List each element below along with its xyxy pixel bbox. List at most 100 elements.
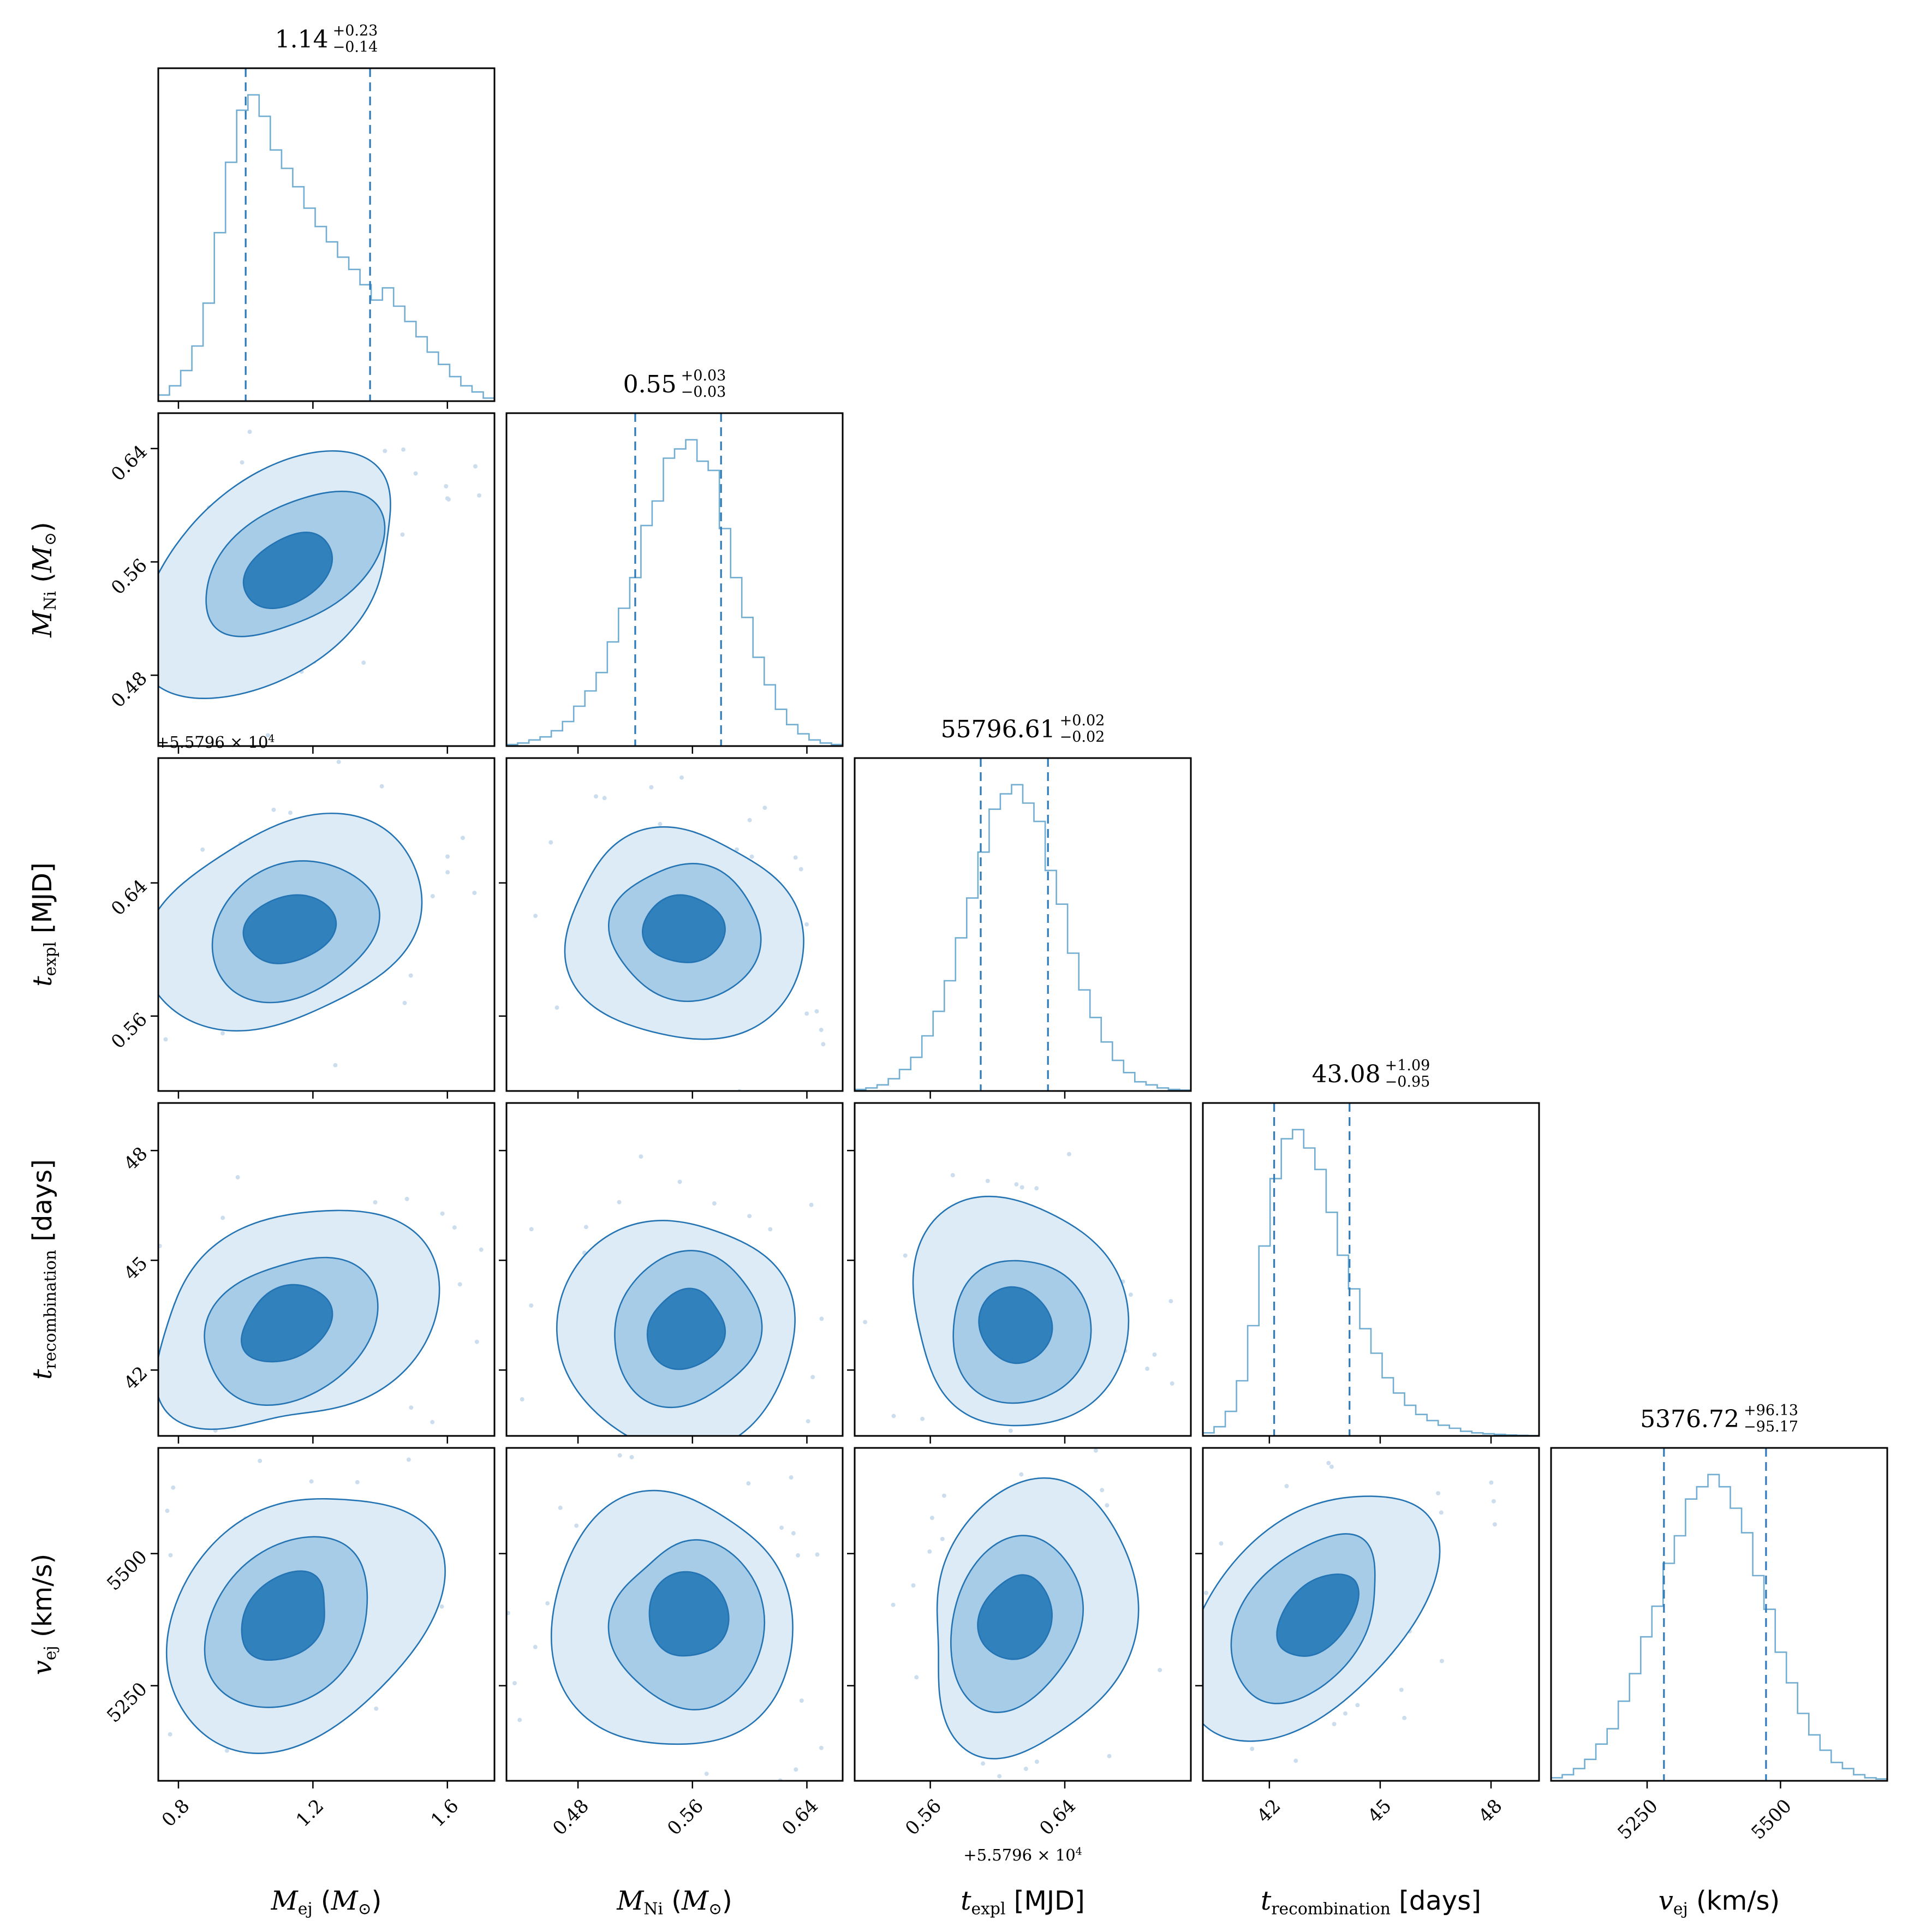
label-part-0: M	[271, 1886, 298, 1916]
panel-border	[157, 1447, 496, 1782]
scatter-point	[409, 1405, 414, 1410]
scatter-point	[768, 1227, 773, 1232]
offset-prefix: +5.5796 × 10	[156, 733, 269, 752]
contour-level-3	[241, 1284, 333, 1363]
panel-title-t_recombination: 43.08 +1.09 −0.95	[1203, 1050, 1539, 1099]
label-part-1: recombination	[41, 1250, 61, 1369]
title-errors: +0.02 −0.02	[1060, 713, 1105, 746]
scatter-point	[941, 1493, 946, 1498]
title-errors: +0.23 −0.14	[333, 23, 378, 56]
x-tick-label-M_ej-1: 1.2	[292, 1795, 329, 1832]
scatter-point	[819, 1745, 824, 1750]
label-part-0: M	[27, 610, 58, 637]
scatter-point	[265, 733, 270, 738]
scatter-point	[1402, 1715, 1407, 1720]
scatter-point	[679, 775, 684, 780]
label-part-2: [MJD]	[27, 862, 58, 942]
scatter-point	[408, 973, 413, 978]
label-part-1: expl	[971, 1899, 1006, 1919]
label-part-5: )	[371, 1886, 382, 1916]
scatter-point	[109, 660, 114, 665]
scatter-point	[400, 532, 405, 537]
panel-content	[158, 68, 494, 401]
panel-content	[506, 413, 843, 746]
hist-panel-M_ej	[157, 67, 496, 409]
label-part-3: M	[681, 1886, 709, 1916]
panel-border	[1202, 1102, 1540, 1437]
panel-border	[1550, 1447, 1888, 1782]
scatter-point	[1034, 1760, 1039, 1764]
scatter-point	[457, 1282, 462, 1287]
scatter-point	[479, 1247, 484, 1252]
x-tick-label-t_recombination-2: 48	[1474, 1795, 1507, 1827]
histogram-path	[158, 94, 494, 401]
x-tick-label-M_Ni-2: 0.64	[777, 1795, 822, 1840]
scatter-point	[1023, 1767, 1028, 1771]
y-axis-label-t_recombination: trecombination [days]	[27, 1159, 60, 1380]
histogram-path	[506, 439, 843, 746]
scatter-point	[1019, 1472, 1024, 1477]
panel-title-v_ej: 5376.72 +96.13 −95.17	[1551, 1394, 1887, 1444]
scatter-point	[658, 821, 663, 826]
scatter-point	[796, 1553, 801, 1558]
scatter-point	[100, 971, 104, 976]
panel-border	[505, 412, 844, 747]
x-axis-label-t_recombination: trecombination [days]	[1203, 1886, 1539, 1918]
title-errors: +1.09 −0.95	[1385, 1058, 1430, 1090]
panel-content	[1203, 1460, 1497, 1763]
scatter-point	[746, 1481, 751, 1486]
label-part-1: ej	[1673, 1899, 1688, 1919]
scatter-point	[929, 1516, 934, 1520]
label-part-5: )	[27, 522, 58, 532]
scatter-point	[1293, 1758, 1298, 1763]
title-value: 1.14	[275, 25, 329, 53]
scatter-point	[985, 1178, 990, 1183]
scatter-point	[220, 1031, 225, 1036]
scatter-point	[533, 914, 538, 919]
label-part-3: M	[27, 545, 58, 573]
scatter-point	[914, 1675, 919, 1680]
panel-border	[505, 1447, 844, 1782]
scatter-point	[163, 1037, 168, 1042]
scatter-point	[446, 497, 451, 502]
panel-title-M_ej: 1.14 +0.23 −0.14	[158, 15, 494, 64]
contour-level-3	[978, 1286, 1053, 1364]
panel-title-M_Ni: 0.55 +0.03 −0.03	[506, 360, 843, 409]
scatter-point	[220, 1215, 225, 1220]
scatter-point	[793, 855, 798, 860]
label-part-1: ej	[41, 1645, 61, 1661]
scatter-point	[1492, 1522, 1497, 1527]
scatter-point	[379, 784, 384, 789]
panel-content	[533, 775, 843, 1091]
panel-border	[157, 67, 496, 402]
scatter-point	[140, 1330, 145, 1334]
label-part-2: (km/s)	[27, 1553, 58, 1646]
scatter-point	[1008, 1428, 1013, 1433]
panel-content	[891, 1448, 1162, 1779]
scatter-point	[617, 1200, 622, 1204]
contour-panel-t_recombination-vs-M_ej	[140, 1102, 496, 1444]
scatter-point	[1066, 1152, 1071, 1156]
y-axis-label-M_Ni: MNi (M⊙)	[27, 522, 60, 637]
contour-level-3	[241, 1570, 325, 1661]
label-part-4: ⊙	[708, 1899, 723, 1919]
x-tick-label-M_ej-0: 0.8	[157, 1795, 194, 1832]
scatter-point	[1034, 1186, 1039, 1191]
scatter-point	[1343, 1711, 1347, 1716]
title-plus: +0.03	[681, 367, 726, 384]
scatter-point	[361, 660, 366, 665]
hist-panel-M_Ni	[505, 412, 844, 754]
scatter-point	[445, 854, 450, 859]
scatter-point	[445, 870, 450, 875]
scatter-point	[762, 806, 767, 810]
scatter-point	[863, 1320, 868, 1325]
contour-level-3	[242, 532, 333, 610]
label-part-0: t	[27, 1369, 58, 1380]
scatter-point	[753, 1794, 757, 1799]
title-minus: −0.14	[332, 39, 378, 56]
label-part-2: (	[312, 1886, 331, 1916]
scatter-point	[288, 810, 293, 815]
scatter-point	[804, 1011, 809, 1016]
contour-level-3	[1276, 1573, 1360, 1657]
panel-content	[506, 1453, 824, 1799]
